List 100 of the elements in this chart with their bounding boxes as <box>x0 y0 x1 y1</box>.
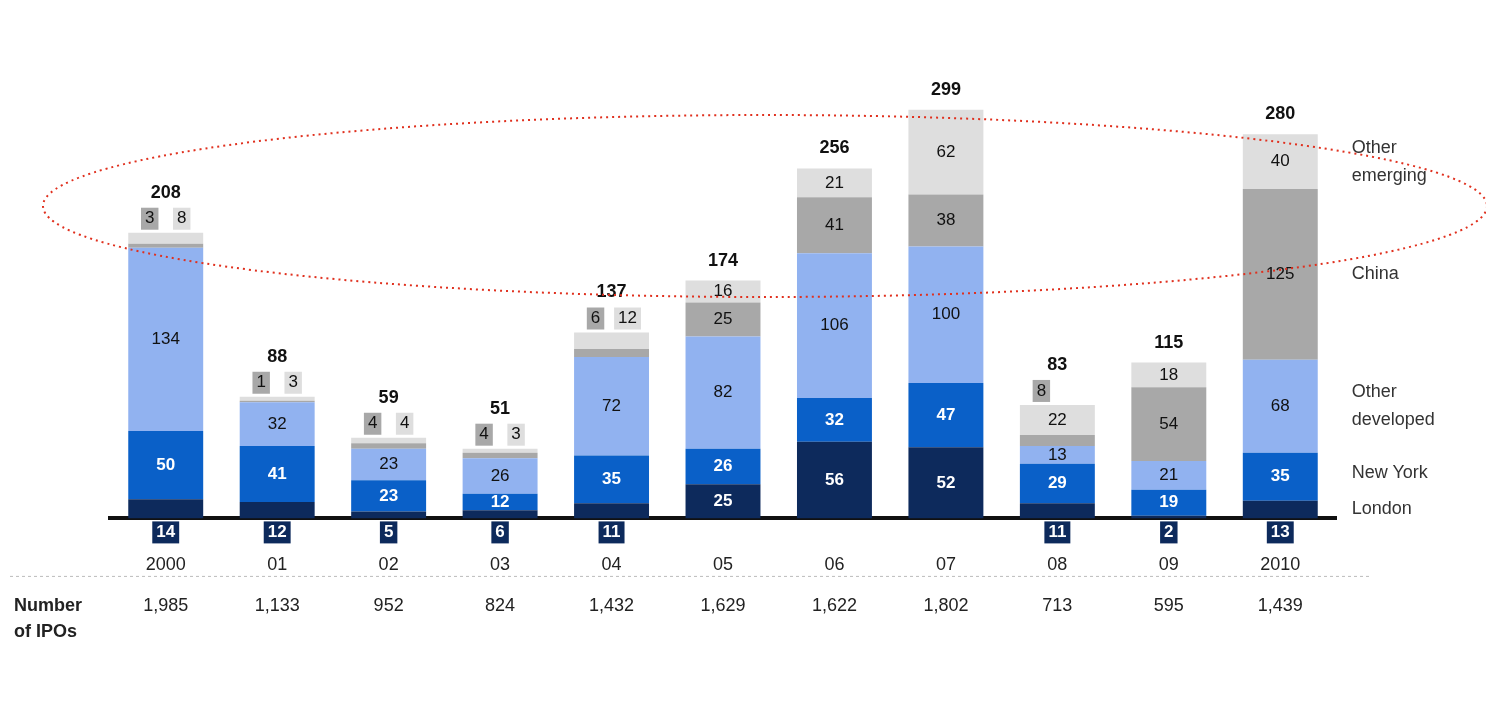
bar <box>574 455 650 504</box>
data-label: 26 <box>490 465 510 485</box>
total-label: 208 <box>150 181 181 202</box>
total-label: 51 <box>490 397 511 418</box>
bar <box>351 480 427 512</box>
data-label: 11 <box>1048 522 1067 542</box>
bar <box>908 194 984 247</box>
text: 1,432 <box>589 595 635 616</box>
series-label: China <box>1351 263 1400 284</box>
text: 1,439 <box>1257 595 1303 616</box>
bar <box>351 443 427 449</box>
bar <box>1131 489 1207 516</box>
data-label: 47 <box>936 404 956 424</box>
x-tick-label: 2010 <box>1260 554 1301 575</box>
data-label: 2 <box>1164 522 1174 542</box>
series-label: Other emerging <box>1351 136 1427 185</box>
data-label: 106 <box>820 315 849 335</box>
text: 713 <box>1042 595 1073 616</box>
data-label: 14 <box>156 522 176 542</box>
data-label: 23 <box>379 454 399 474</box>
total-label: 115 <box>1154 331 1184 352</box>
data-label: 4 <box>367 413 378 433</box>
text: 824 <box>485 595 516 616</box>
bar <box>685 484 761 519</box>
bar <box>239 402 315 446</box>
bar <box>574 348 650 358</box>
bar <box>796 398 872 442</box>
bar <box>351 448 427 481</box>
data-label: 12 <box>618 308 638 328</box>
data-label: 4 <box>399 413 410 433</box>
x-tick-label: 06 <box>824 554 845 575</box>
data-label: 11 <box>602 522 621 542</box>
bar <box>908 383 984 448</box>
data-label: 50 <box>156 454 176 474</box>
bar <box>1131 362 1207 388</box>
data-label: 62 <box>936 141 956 161</box>
text: 1,622 <box>811 595 857 616</box>
data-label: 41 <box>267 463 287 483</box>
data-label: 13 <box>1047 444 1067 464</box>
data-label: 8 <box>176 208 187 228</box>
data-label: 29 <box>1047 473 1067 493</box>
x-tick-label: 07 <box>935 554 956 575</box>
data-label: 3 <box>144 208 155 228</box>
data-label: 72 <box>602 396 622 416</box>
bar <box>1131 460 1207 490</box>
series-label: London <box>1351 498 1412 519</box>
x-tick-label: 05 <box>712 554 734 575</box>
data-label: 82 <box>713 382 733 402</box>
data-label: 12 <box>267 522 287 542</box>
bar <box>1019 435 1095 446</box>
text: 1,802 <box>923 595 969 616</box>
bar <box>1242 188 1318 360</box>
data-label: 35 <box>1270 466 1290 486</box>
total-label: 256 <box>819 137 850 158</box>
series-label: New York <box>1351 462 1429 483</box>
total-label: 59 <box>378 386 399 407</box>
text: Number of IPOs <box>14 595 83 642</box>
data-label: 13 <box>1270 522 1290 542</box>
data-label: 41 <box>824 214 844 234</box>
text: 1,629 <box>700 595 746 616</box>
bar <box>1242 452 1318 501</box>
x-tick-label: 04 <box>601 554 622 575</box>
x-tick-label: 08 <box>1047 554 1068 575</box>
data-label: 8 <box>1036 380 1047 400</box>
data-label: 19 <box>1159 492 1179 512</box>
bar <box>128 430 204 500</box>
bar <box>462 458 538 494</box>
total-label: 299 <box>930 78 961 99</box>
x-tick-label: 2000 <box>145 554 186 575</box>
data-label: 6 <box>495 522 505 542</box>
data-label: 1 <box>256 372 266 392</box>
bar <box>908 447 984 519</box>
x-tick-label: 03 <box>490 554 511 575</box>
bar <box>128 243 204 248</box>
data-label: 3 <box>511 424 521 444</box>
data-label: 16 <box>713 281 733 301</box>
data-label: 5 <box>383 522 394 542</box>
data-label: 38 <box>936 210 956 230</box>
data-label: 25 <box>713 491 733 510</box>
total-label: 174 <box>707 249 739 270</box>
text: 595 <box>1153 595 1184 616</box>
data-label: 100 <box>931 304 961 324</box>
bar <box>908 109 984 195</box>
bar <box>685 302 761 337</box>
data-label: 134 <box>151 329 180 349</box>
bar <box>1131 387 1207 461</box>
data-label: 125 <box>1266 264 1295 284</box>
bar <box>685 448 761 485</box>
bar <box>796 441 872 519</box>
data-label: 25 <box>713 309 733 329</box>
bar <box>1242 134 1318 189</box>
data-label: 22 <box>1047 409 1067 429</box>
data-label: 35 <box>602 469 622 489</box>
data-label: 12 <box>490 491 510 511</box>
data-label: 68 <box>1270 396 1290 416</box>
x-tick-label: 01 <box>267 554 288 575</box>
bar <box>1242 359 1318 453</box>
bar <box>796 168 872 198</box>
bar <box>1019 445 1095 464</box>
bar <box>908 246 984 384</box>
